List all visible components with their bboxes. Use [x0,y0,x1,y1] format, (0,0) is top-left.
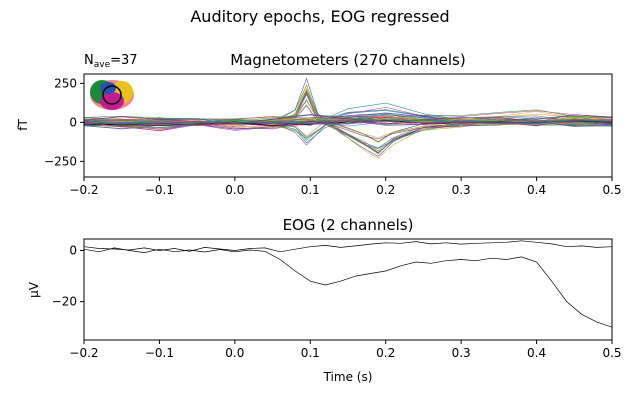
y-tick-label: 0 [69,115,77,129]
eog-axes-frame [83,238,613,341]
magnetometer-panel: Magnetometers (270 channels) Nave=37 fT … [16,51,622,197]
x-tick-label: 0.4 [527,183,546,197]
nave-value: =37 [110,53,137,68]
magnetometer-trace [84,114,612,125]
x-tick-label: 0.5 [602,346,621,360]
eog-traces [84,240,612,328]
magnetometer-axes-frame [83,73,613,178]
x-tick-label: 0.4 [527,346,546,360]
x-tick-label: 0.0 [225,346,244,360]
x-tick-label: 0.3 [452,183,471,197]
figure-suptitle: Auditory epochs, EOG regressed [190,7,449,26]
eog-title: EOG (2 channels) [283,216,414,234]
y-tick-label: −20 [52,295,77,309]
eog-xlabel: Time (s) [323,370,373,384]
x-tick-label: 0.1 [301,183,320,197]
x-tick-label: 0.3 [452,346,471,360]
x-tick-label: −0.2 [69,346,98,360]
eog-trace-1 [84,240,612,253]
magnetometer-trace [84,109,612,125]
y-tick-label: −250 [44,154,77,168]
magnetometer-trace [84,120,612,128]
x-tick-label: 0.2 [376,183,395,197]
x-tick-label: −0.1 [145,346,174,360]
y-tick-label: 0 [69,244,77,258]
magnetometer-trace [84,119,612,126]
magnetometer-traces [84,77,612,159]
sensor-topography-inset [90,80,134,110]
eog-x-ticks: −0.2 −0.1 0.0 0.1 0.2 0.3 0.4 0.5 [69,340,622,360]
x-tick-label: 0.0 [225,183,244,197]
eog-ylabel: μV [27,281,41,298]
eog-y-ticks: 0 −20 [52,244,84,309]
x-tick-label: 0.2 [376,346,395,360]
eog-trace-2 [84,247,612,328]
nave-label: N [84,53,94,68]
eog-panel: EOG (2 channels) μV −0.2 −0.1 0.0 0.1 0.2 0.3… [27,216,622,384]
y-tick-label: 250 [54,76,77,90]
x-tick-label: −0.1 [145,183,174,197]
magnetometer-title: Magnetometers (270 channels) [230,51,465,69]
magnetometer-ylabel: fT [16,119,30,131]
nave-subscript: ave [94,60,111,70]
magnetometer-trace [84,114,612,124]
magnetometer-trace [84,119,612,126]
x-tick-label: 0.5 [602,183,621,197]
magnetometer-trace [84,114,612,126]
magnetometer-y-ticks: 250 0 −250 [44,76,84,168]
x-tick-label: 0.1 [301,346,320,360]
magnetometer-x-ticks: −0.2 −0.1 0.0 0.1 0.2 0.3 0.4 0.5 [69,177,622,197]
nave-annotation: Nave=37 [84,53,138,70]
x-tick-label: −0.2 [69,183,98,197]
